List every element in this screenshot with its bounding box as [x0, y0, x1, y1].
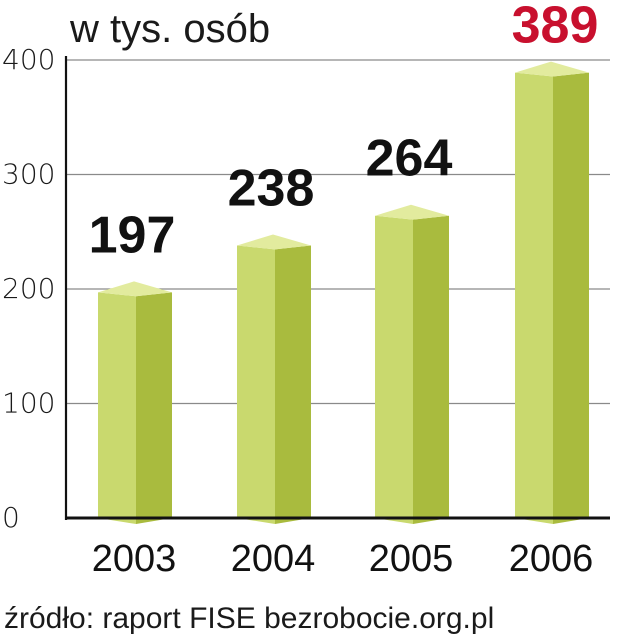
bar-front-face: [375, 215, 413, 524]
bar-top-face: [515, 61, 589, 77]
bar-side-face: [553, 72, 589, 524]
bar: [515, 61, 589, 524]
bar: [237, 234, 311, 525]
bar-top-face: [375, 204, 449, 220]
y-axis-ticks: 0 100 200 300 400: [2, 43, 55, 534]
value-labels: 197 238 264 389: [89, 0, 599, 264]
bars: [98, 61, 589, 525]
y-tick-label: 0: [2, 501, 20, 534]
bar-value-label: 264: [366, 130, 453, 188]
y-tick-label: 400: [2, 43, 55, 76]
bar-top-face: [98, 281, 172, 297]
bar-side-face: [275, 245, 311, 525]
bar-front-face: [98, 292, 136, 524]
x-tick-label: 2006: [509, 538, 594, 580]
axes: [64, 56, 610, 520]
bar-front-face: [515, 72, 553, 524]
bar-front-face: [237, 245, 275, 525]
y-tick-label: 100: [2, 387, 55, 420]
x-tick-label: 2005: [369, 538, 454, 580]
y-tick-label: 300: [2, 158, 55, 191]
bar-top-face: [237, 234, 311, 250]
bar-value-label: 197: [89, 206, 176, 264]
bar: [98, 281, 172, 524]
bar-side-face: [136, 292, 172, 524]
x-tick-label: 2004: [231, 538, 316, 580]
x-axis-ticks: 2003 2004 2005 2006: [92, 538, 594, 580]
bar: [375, 204, 449, 524]
bar-value-label: 389: [512, 0, 599, 55]
chart-unit-label: w tys. osób: [69, 7, 270, 51]
bar-value-label: 238: [228, 159, 315, 217]
source-note: źródło: raport FISE bezrobocie.org.pl: [4, 602, 494, 635]
bar-side-face: [413, 215, 449, 524]
y-tick-label: 200: [2, 272, 55, 305]
x-tick-label: 2003: [92, 538, 177, 580]
